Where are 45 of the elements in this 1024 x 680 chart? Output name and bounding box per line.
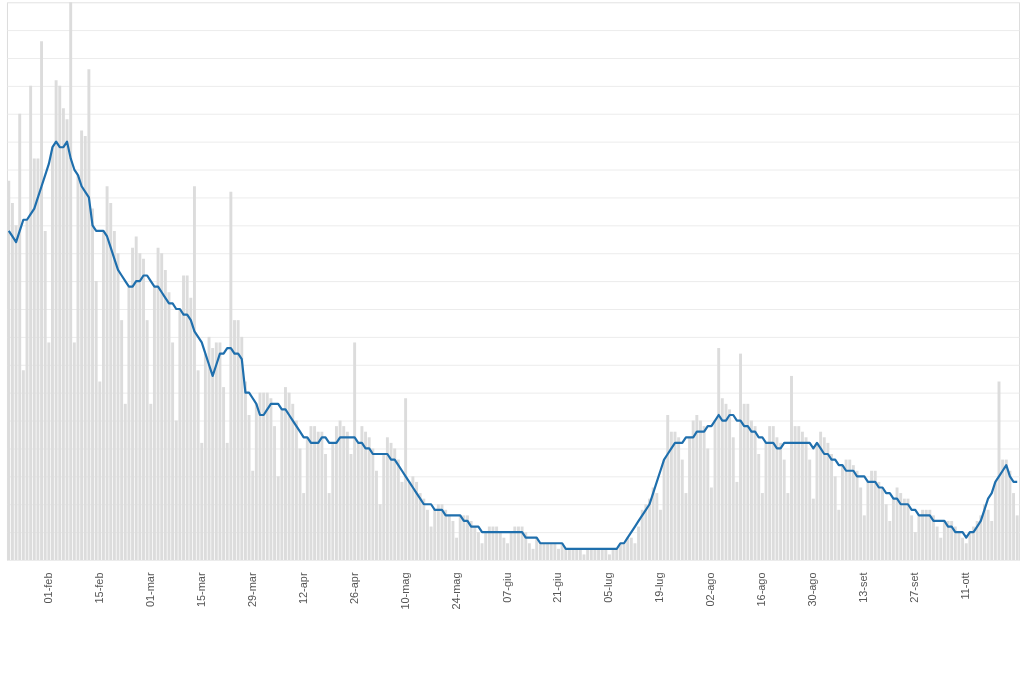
bar (353, 342, 357, 561)
x-tick-label: 12-apr (296, 572, 309, 605)
bar (69, 2, 73, 561)
x-tick-label: 24-mag (449, 572, 462, 610)
x-tick-label: 15-feb (92, 572, 105, 604)
x-tick-label: 29-mar (245, 572, 258, 608)
bar (651, 487, 655, 561)
bar (458, 515, 462, 561)
bar (942, 520, 946, 561)
bar (950, 520, 954, 561)
x-tick-label: 16-ago (755, 572, 768, 607)
x-tick-label: 01-mar (143, 572, 156, 608)
x-tick-label: 27-set (908, 572, 921, 603)
x-tick-label: 01-feb (41, 572, 54, 604)
bar (18, 113, 22, 561)
x-tick-label: 10-mag (398, 572, 411, 610)
x-tick-label: 21-giu (551, 572, 564, 603)
bar (611, 548, 615, 561)
bar (520, 526, 524, 561)
bar (404, 398, 408, 561)
bar (451, 520, 455, 561)
bar (87, 69, 91, 561)
bar (40, 41, 44, 561)
bar (961, 537, 965, 561)
bar (229, 191, 233, 561)
bar (29, 85, 33, 561)
bar (193, 186, 196, 561)
bar (626, 537, 630, 561)
bar (739, 353, 742, 561)
x-tick-label: 07-giu (500, 572, 513, 603)
bar (629, 537, 633, 561)
x-tick-label: 13-set (857, 572, 870, 603)
x-tick-label: 26-apr (347, 572, 360, 605)
x-tick-label: 30-ago (806, 572, 819, 607)
bar (666, 414, 670, 561)
x-tick-label: 11-ott (959, 572, 972, 600)
bar (476, 532, 480, 561)
x-tick-label: 19-lug (653, 572, 666, 603)
bar (535, 537, 539, 561)
x-tick-label: 02-ago (704, 572, 717, 607)
x-tick-label: 05-lug (602, 572, 615, 603)
bar (717, 348, 721, 561)
bar (502, 537, 506, 561)
bar (790, 375, 793, 561)
x-tick-label: 15-mar (194, 572, 207, 608)
